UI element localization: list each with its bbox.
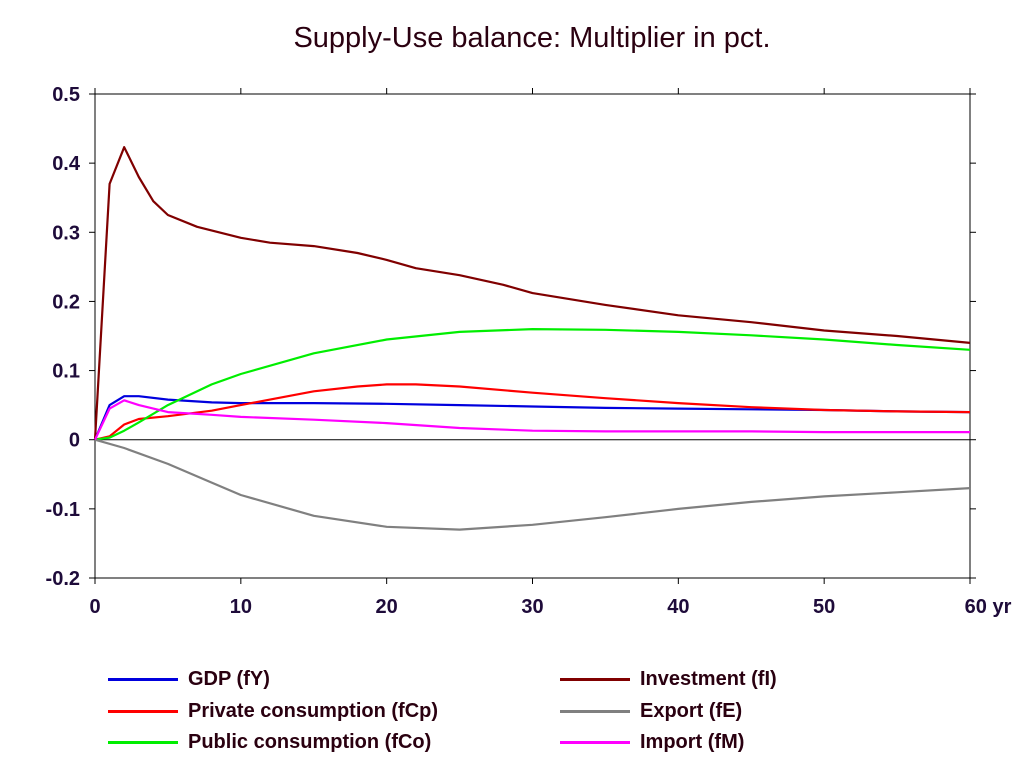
series-lines	[93, 146, 971, 531]
y-tick-label: -0.2	[46, 568, 80, 590]
x-tick-label: 50	[813, 596, 835, 618]
y-tick-label: 0	[69, 430, 80, 452]
x-tick-label: 20	[376, 596, 398, 618]
x-tick-label: 0	[89, 596, 100, 618]
y-tick-label: -0.1	[46, 499, 80, 521]
axis-ticks: 0 10 20 30 40 50 60 yr 0.5 0.4 0.3 0.2 0.1 0 -0.1 -0.2	[46, 84, 1012, 618]
y-tick-label: 0.5	[52, 84, 80, 106]
chart-title: Supply-Use balance: Multiplier in pct.	[293, 22, 771, 54]
y-tick-label: 0.3	[52, 222, 80, 244]
y-tick-label: 0.4	[52, 153, 81, 175]
y-tick-label: 0.2	[52, 291, 80, 313]
series-line-5	[94, 438, 971, 531]
y-tick-label: 0.1	[52, 361, 80, 383]
x-tick-label: 10	[230, 596, 252, 618]
x-tick-label: 40	[667, 596, 689, 618]
x-tick-label: 30	[521, 596, 543, 618]
series-line-3	[94, 328, 971, 441]
series-line-1	[93, 395, 971, 441]
x-tick-label: 60 yr	[965, 596, 1012, 618]
series-line-4	[93, 146, 971, 440]
series-line-6	[94, 399, 970, 441]
plot-frame	[94, 93, 971, 579]
